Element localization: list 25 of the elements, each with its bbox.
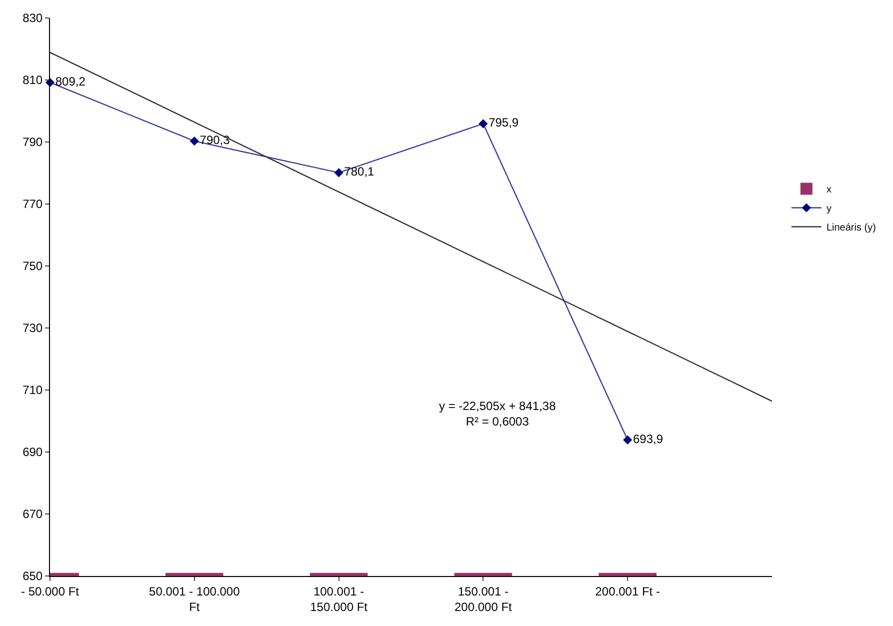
legend-label: Lineáris (y) xyxy=(826,222,876,234)
y-tick-label: 730 xyxy=(22,321,43,336)
data-label: 790,3 xyxy=(200,133,230,148)
data-label: 780,1 xyxy=(344,164,375,179)
y-tick-label: 650 xyxy=(22,569,43,584)
x-tick-label: 100.001 - 150.000 Ft xyxy=(310,584,368,614)
y-tick-label: 810 xyxy=(22,73,43,88)
data-label: 693,9 xyxy=(632,432,664,446)
x-tick-label: 50.001 - 100.000 Ft xyxy=(149,584,240,614)
y-tick-label: 710 xyxy=(22,383,43,398)
legend-label: y xyxy=(826,204,832,215)
y-tick-label: 790 xyxy=(22,135,43,150)
x-tick-label: 200.001 Ft - xyxy=(595,584,660,598)
data-label: 809,2 xyxy=(55,74,86,88)
y-tick-label: 690 xyxy=(22,445,43,460)
y-tick-label: 830 xyxy=(22,11,43,26)
x-tick-label: - 50.000 Ft xyxy=(20,584,80,598)
legend-label: x xyxy=(826,184,832,196)
y-tick-label: 770 xyxy=(22,197,43,212)
y-tick-label: 670 xyxy=(22,507,43,522)
y-tick-label: 750 xyxy=(22,259,43,274)
x-tick-label: 150.001 - 200.000 Ft xyxy=(454,584,513,614)
data-label: 795,9 xyxy=(488,116,519,130)
line-series xyxy=(50,52,772,402)
annotation: y = -22,505x + 841,38 R² = 0,6003 xyxy=(439,399,556,429)
